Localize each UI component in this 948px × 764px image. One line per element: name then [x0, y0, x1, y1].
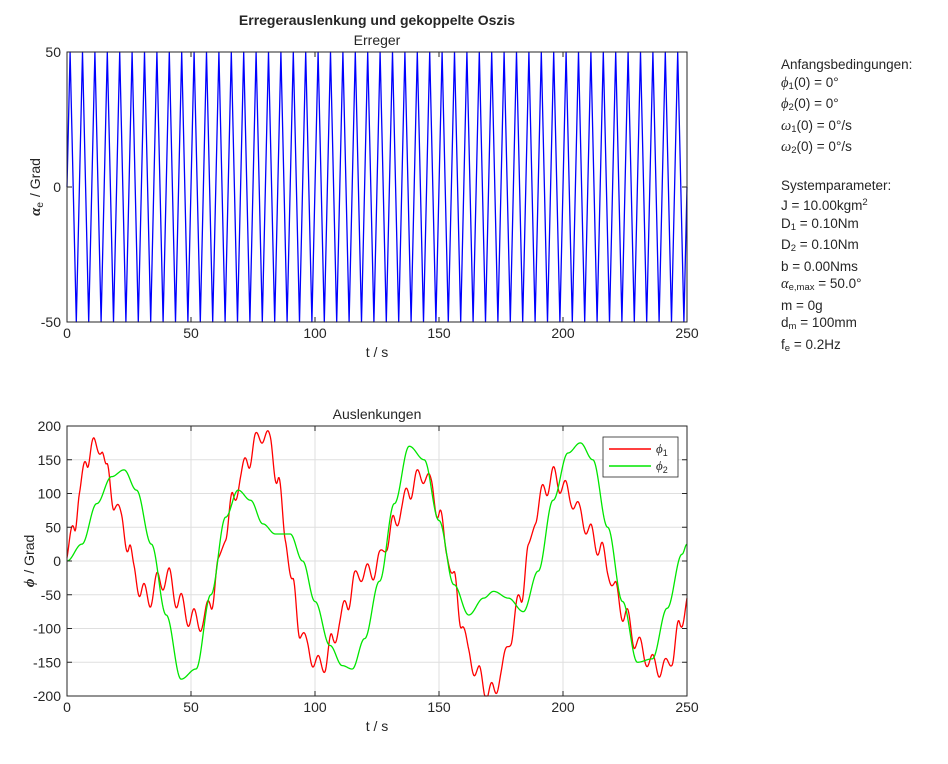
- auslenkungen-xlabel: t / s: [366, 718, 389, 734]
- y-tick-label: 100: [38, 486, 62, 502]
- x-tick-label: 250: [675, 699, 699, 715]
- y-tick-label: 0: [53, 179, 61, 195]
- param-J: J = 10.00kgm2: [781, 197, 868, 213]
- x-tick-label: 50: [183, 325, 199, 341]
- y-tick-label: -50: [41, 314, 61, 330]
- parameter-panel: Anfangsbedingungen: ϕ1(0) = 0° ϕ2(0) = 0…: [781, 56, 912, 357]
- x-tick-label: 200: [551, 699, 575, 715]
- erreger-ylabel-symbol: α: [28, 207, 44, 216]
- y-tick-label: 0: [53, 553, 61, 569]
- y-tick-label: -200: [33, 688, 61, 704]
- series-line-erreger: [66, 51, 688, 323]
- series-line-phi1: [66, 430, 688, 697]
- auslenkungen-ylabel: ϕ / Grad: [21, 535, 38, 588]
- ic-phi1: ϕ1(0) = 0°: [781, 74, 839, 92]
- ic-omega1: ω1(0) = 0°/s: [781, 117, 852, 135]
- heading-anfangsbedingungen: Anfangsbedingungen:: [781, 57, 913, 72]
- x-tick-label: 100: [303, 325, 327, 341]
- legend: ϕ1 ϕ2: [602, 436, 679, 478]
- y-tick-label: 50: [45, 519, 61, 535]
- auslenkungen-ylabel-unit: / Grad: [21, 535, 37, 574]
- erreger-series: [66, 51, 688, 323]
- auslenkungen-ylabel-symbol: ϕ: [22, 578, 38, 587]
- param-D2: D2 = 0.10Nm: [781, 237, 859, 254]
- y-tick-label: -150: [33, 654, 61, 670]
- auslenkungen-grid: [67, 426, 687, 696]
- auslenkungen-ticks: 0 50 100 150 200 250 -200 -150 -100 -50 0 50 100 150 2…: [33, 418, 699, 715]
- x-tick-label: 100: [303, 699, 327, 715]
- x-tick-label: 0: [63, 325, 71, 341]
- y-tick-label: -50: [41, 587, 61, 603]
- x-tick-label: 150: [427, 699, 451, 715]
- erreger-ylabel-unit: / Grad: [27, 158, 43, 197]
- x-tick-label: 150: [427, 325, 451, 341]
- param-fe: fe = 0.2Hz: [781, 336, 841, 354]
- series-line-phi2: [66, 442, 688, 680]
- param-m: m = 0g: [781, 297, 823, 313]
- param-alpha-emax: αe,max = 50.0°: [781, 276, 862, 293]
- legend-entry-phi1: ϕ1: [656, 441, 668, 458]
- auslenkungen-series: [66, 430, 688, 697]
- x-tick-label: 0: [63, 699, 71, 715]
- param-dm: dm = 100mm: [781, 315, 857, 332]
- auslenkungen-title: Auslenkungen: [333, 406, 422, 422]
- auslenkungen-axes: Auslenkungen 0 50 100 150 200 250 -200 -150 -100…: [21, 406, 699, 734]
- y-tick-label: 200: [38, 418, 62, 434]
- x-tick-label: 200: [551, 325, 575, 341]
- legend-entry-phi2: ϕ2: [656, 458, 668, 475]
- x-tick-label: 250: [675, 325, 699, 341]
- figure-suptitle: Erregerauslenkung und gekoppelte Oszis: [239, 12, 515, 28]
- x-tick-label: 50: [183, 699, 199, 715]
- ic-omega2: ω2(0) = 0°/s: [781, 139, 852, 156]
- y-tick-label: 50: [45, 44, 61, 60]
- param-D1: D1 = 0.10Nm: [781, 215, 859, 233]
- ic-phi2: ϕ2(0) = 0°: [781, 96, 839, 113]
- erreger-ylabel: αe / Grad: [27, 158, 46, 216]
- param-b: b = 0.00Nms: [781, 258, 858, 274]
- erreger-xlabel: t / s: [366, 344, 389, 360]
- erreger-ylabel-sub: e: [35, 202, 46, 208]
- legend-box: [602, 436, 679, 478]
- heading-systemparameter: Systemparameter:: [781, 177, 892, 193]
- erreger-title: Erreger: [354, 32, 401, 48]
- y-tick-label: -100: [33, 621, 61, 637]
- y-tick-label: 150: [38, 452, 62, 468]
